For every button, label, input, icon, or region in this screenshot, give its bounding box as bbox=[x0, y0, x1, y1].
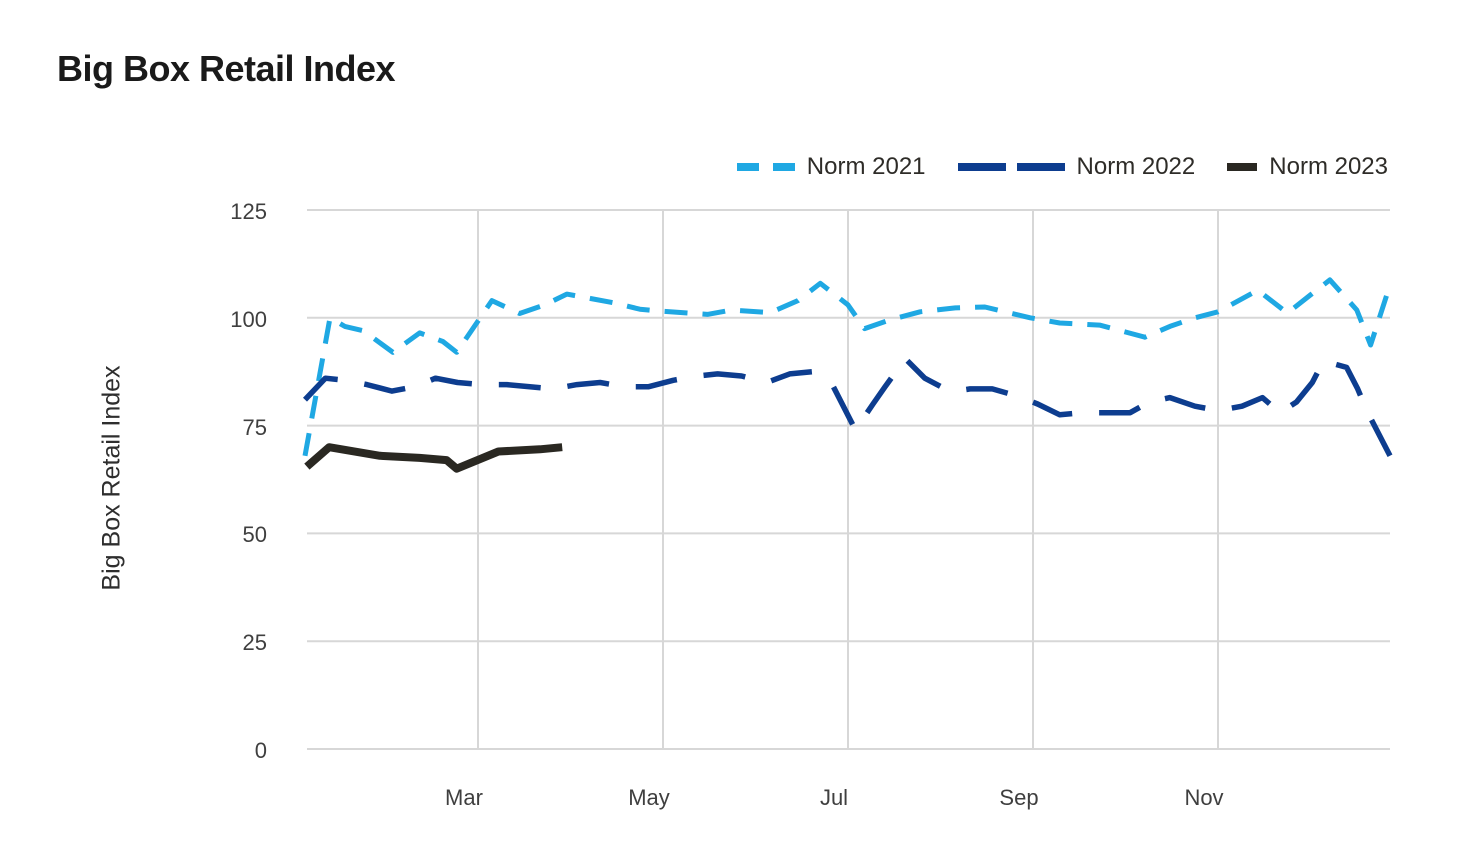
legend-label: Norm 2021 bbox=[806, 153, 926, 180]
x-tick-label: Sep bbox=[999, 785, 1039, 810]
legend-item-norm-2022: Norm 2022 bbox=[957, 153, 1196, 181]
y-tick-label: 0 bbox=[254, 738, 267, 763]
legend-label: Norm 2023 bbox=[1269, 153, 1388, 180]
x-tick-label: Mar bbox=[445, 785, 483, 810]
chart-title: Big Box Retail Index bbox=[57, 48, 396, 89]
legend-item-norm-2023: Norm 2023 bbox=[1227, 153, 1388, 181]
y-tick-label: 75 bbox=[242, 414, 267, 440]
series-line-norm-2021 bbox=[302, 277, 1393, 457]
y-tick-label: 50 bbox=[242, 522, 267, 548]
series-line-norm-2023 bbox=[304, 443, 563, 473]
legend-swatch-dash-icon bbox=[736, 163, 795, 171]
legend-label: Norm 2022 bbox=[1076, 153, 1196, 180]
legend: Norm 2021 Norm 2022 Norm 2023 bbox=[736, 150, 1388, 184]
series-line-norm-2022 bbox=[303, 356, 1393, 458]
x-tick-label: May bbox=[628, 785, 670, 810]
x-tick-label: Jul bbox=[819, 785, 849, 810]
legend-swatch-dash-icon bbox=[1227, 163, 1258, 171]
legend-item-norm-2021: Norm 2021 bbox=[736, 153, 926, 181]
x-tick-label: Nov bbox=[1184, 785, 1224, 810]
y-tick-label: 100 bbox=[230, 306, 267, 332]
legend-swatch-dash-icon bbox=[957, 163, 1065, 171]
y-tick-label: 125 bbox=[230, 199, 267, 224]
y-tick-label: 25 bbox=[242, 630, 267, 656]
